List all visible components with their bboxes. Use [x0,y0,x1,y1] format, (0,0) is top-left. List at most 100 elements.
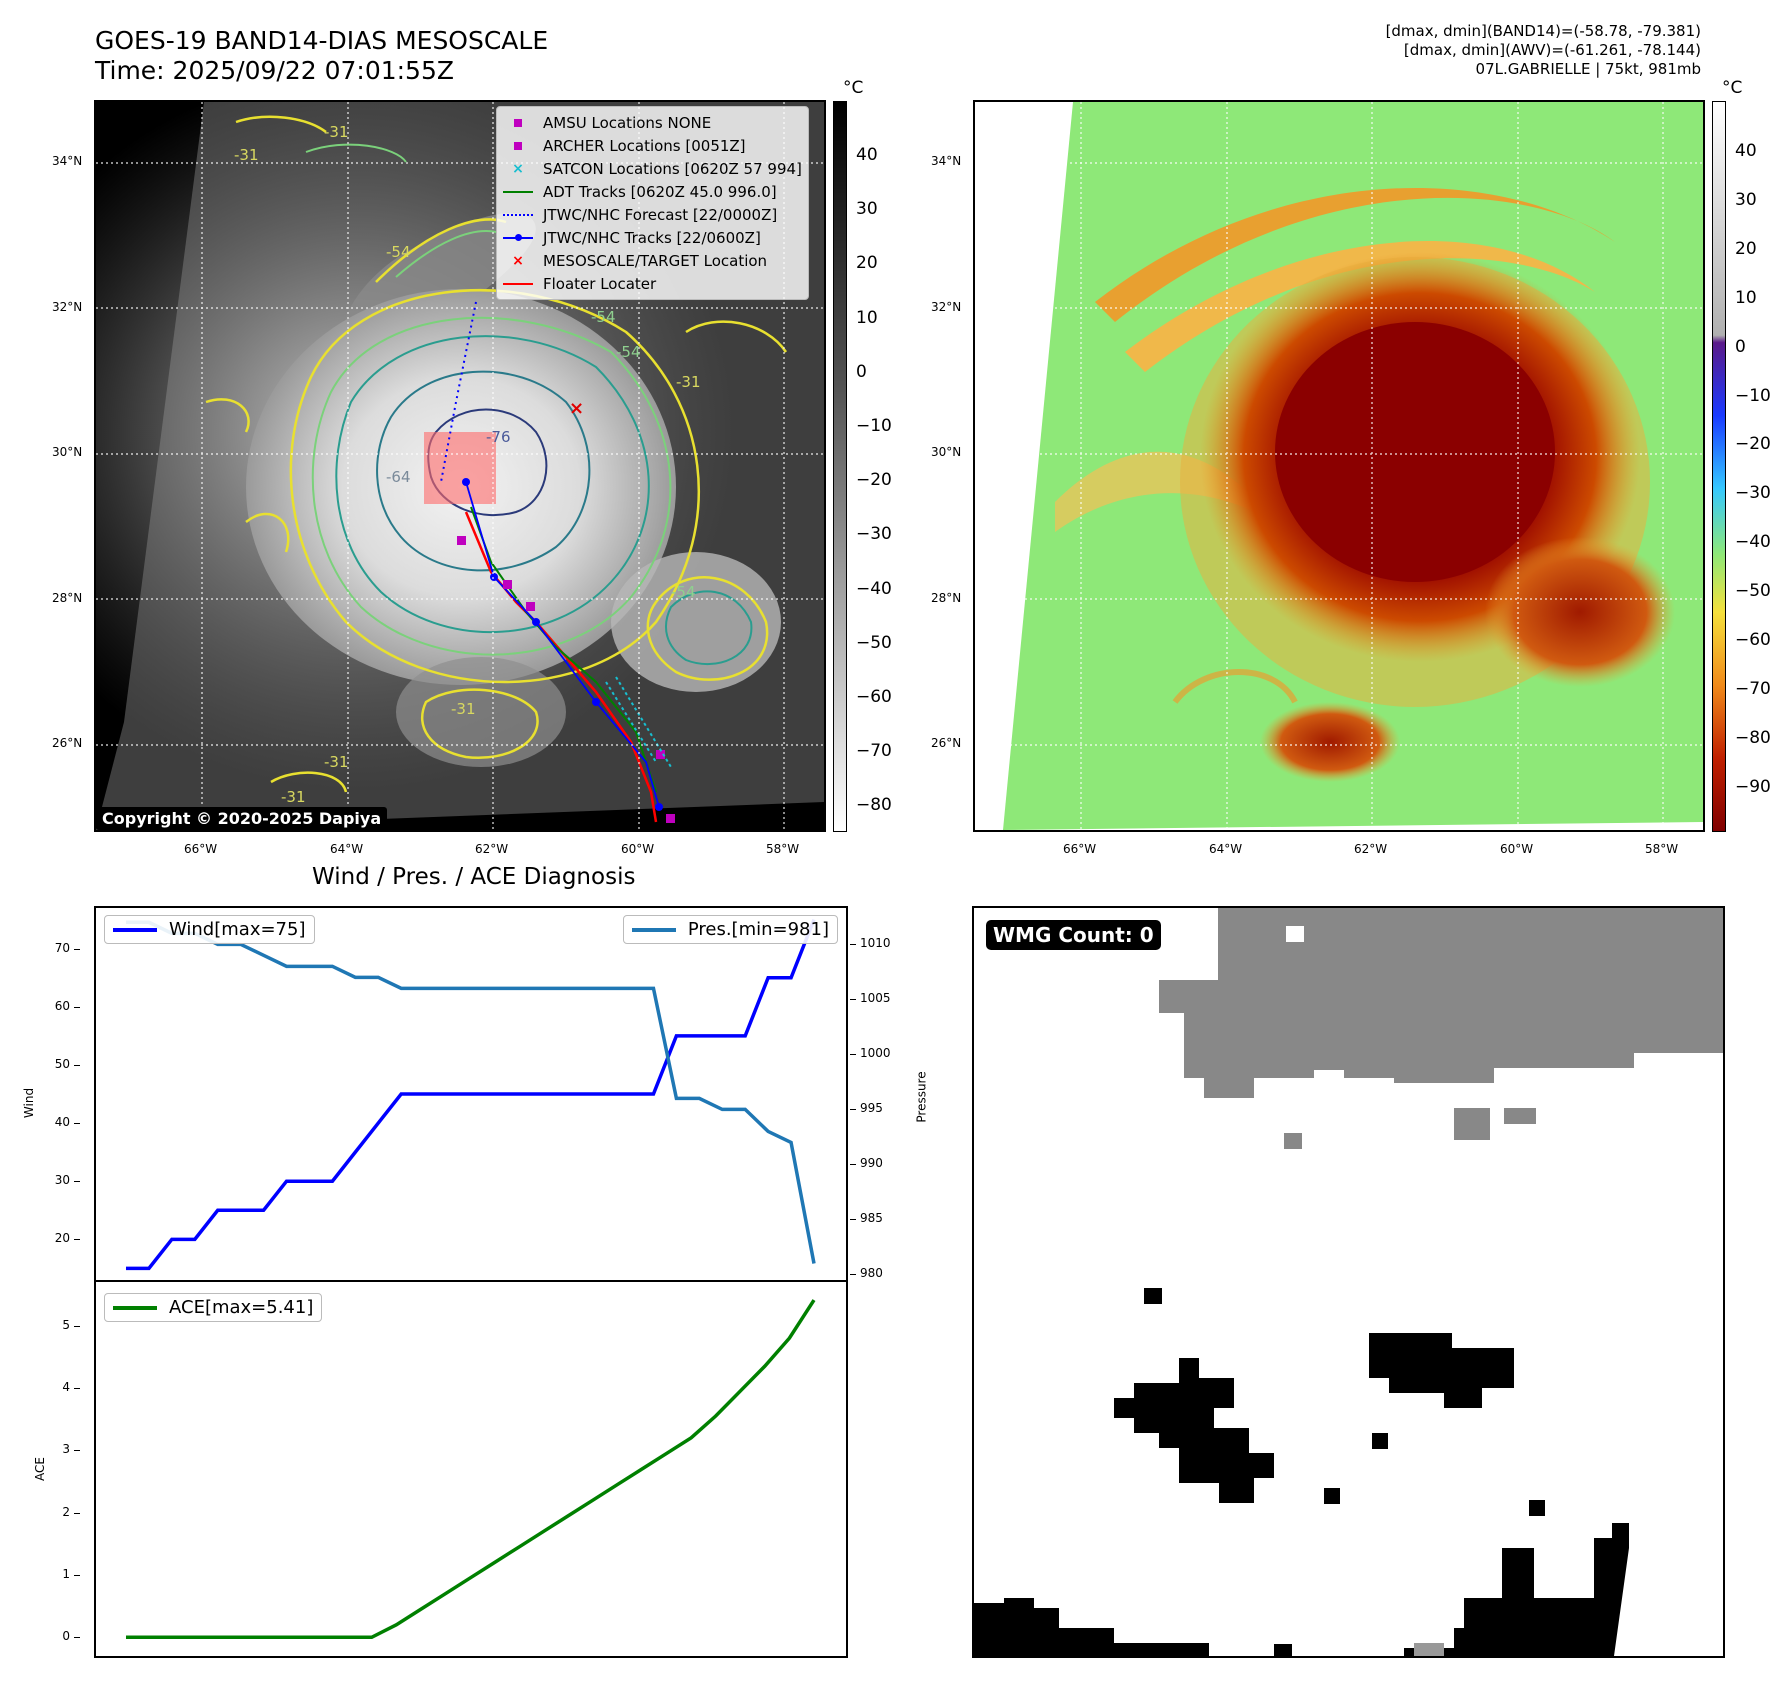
contour-label: -31 [324,123,349,141]
legend-line [113,927,157,932]
title-line-1: GOES-19 BAND14-DIAS MESOSCALE [95,26,549,55]
tick-mark [74,1387,80,1389]
axis-tick-label: 30 [856,199,878,220]
awv-map-graphic [975,102,1703,830]
axis-tick-label: −80 [856,795,892,816]
axis-tick-label: −10 [1735,385,1771,406]
lat-label: 34°N [931,154,962,168]
tick-mark [74,1123,80,1125]
colorbar-left-unit: °C [843,78,864,98]
axis-tick-label: 5 [62,1317,70,1332]
axis-tick-label: 2 [62,1504,70,1519]
lat-label: 32°N [52,300,83,314]
lon-label: 60°W [621,842,655,856]
lat-label: 32°N [931,300,962,314]
axis-tick-label: 985 [860,1211,883,1226]
contour-label: -31 [324,753,349,771]
wind-axis-label: Wind [22,1087,37,1119]
legend-line [113,1305,157,1310]
square-marker-icon [503,116,533,130]
axis-tick-label: 10 [856,307,878,328]
awv-satellite-map [973,100,1705,832]
contour-label: -54 [591,308,616,326]
axis-tick-label: −90 [1735,776,1771,797]
lon-label: 62°W [475,842,509,856]
ace-axis-label: ACE [32,1457,47,1481]
wmg-mask-panel: WMG Count: 0 [972,906,1725,1658]
tick-mark [74,1239,80,1241]
axis-tick-label: 30 [54,1173,70,1188]
colorbar-right [1712,101,1726,832]
pressure-legend: Pres.[min=981] [622,915,838,944]
axis-tick-label: 40 [54,1115,70,1130]
tick-mark [850,999,856,1001]
axis-tick-label: 980 [860,1266,883,1281]
axis-tick-label: 30 [1735,189,1757,210]
tick-mark [74,1181,80,1183]
contour-label: -64 [386,468,411,486]
axis-tick-label: 1000 [860,1046,891,1061]
tick-mark [74,1325,80,1327]
legend-item: Floater Locater [503,272,802,295]
ace-plot: ACE[max=5.41] [94,1280,848,1658]
legend-line [631,927,676,932]
lat-label: 26°N [931,736,962,750]
dotted-line-icon [503,208,533,222]
axis-tick-label: 40 [856,145,878,165]
legend-item: JTWC/NHC Forecast [22/0000Z] [503,203,802,226]
awv-range: [dmax, dmin](AWV)=(-61.261, -78.144) [1403,41,1701,59]
tick-mark [850,1164,856,1166]
axis-tick-label: −40 [856,578,892,599]
wind-pressure-plot: Wind[max=75] Pres.[min=981] [94,906,848,1282]
map-legend: AMSU Locations NONE ARCHER Locations [00… [496,106,809,300]
axis-tick-label: −50 [856,632,892,653]
contour-label: -31 [676,373,701,391]
tick-mark [850,1219,856,1221]
axis-tick-label: −40 [1735,532,1771,553]
axis-tick-label: 1 [62,1566,70,1581]
contour-label: -54 [616,343,641,361]
legend-item: JTWC/NHC Tracks [22/0600Z] [503,226,802,249]
line-dot-icon [503,231,533,245]
axis-tick-label: −50 [1735,581,1771,602]
axis-tick-label: −20 [1735,434,1771,455]
svg-text:×: × [569,398,584,419]
wind-pressure-graphic [125,918,816,1271]
axis-tick-label: 60 [54,998,70,1013]
ace-legend: ACE[max=5.41] [104,1293,323,1322]
axis-tick-label: 990 [860,1156,883,1171]
wmg-mask-graphic [974,908,1723,1656]
axis-tick-label: −60 [856,687,892,707]
axis-tick-label: −70 [856,741,892,762]
copyright-badge: Copyright © 2020-2025 Dapiya [96,807,388,830]
diagnosis-title: Wind / Pres. / ACE Diagnosis [312,864,636,890]
tick-mark [74,1006,80,1008]
storm-info: [dmax, dmin](BAND14)=(-58.78, -79.381) [… [1386,22,1701,79]
ir-satellite-map: × -31 -31 -54 -54 -54 -31 -76 -64 -54 -3… [94,100,826,832]
x-marker-icon: × [512,160,524,177]
lon-label: 64°W [1209,842,1243,856]
contour-label: -76 [486,428,511,446]
axis-tick-label: 0 [62,1629,70,1644]
lat-label: 28°N [931,591,962,605]
axis-tick-label: 20 [1735,238,1757,259]
axis-tick-label: 20 [856,253,878,274]
lon-label: 58°W [766,842,800,856]
colorbar-left [833,101,847,832]
axis-tick-label: 3 [62,1442,70,1457]
axis-tick-label: 0 [856,361,867,382]
legend-item: ARCHER Locations [0051Z] [503,134,802,157]
tick-mark [74,1574,80,1576]
colorbar-right-unit: °C [1722,78,1743,98]
axis-tick-label: −80 [1735,727,1771,748]
lon-label: 60°W [1500,842,1534,856]
tick-mark [850,1274,856,1276]
axis-tick-label: 1010 [860,936,891,951]
axis-tick-label: −60 [1735,630,1771,650]
tick-mark [74,1512,80,1514]
axis-tick-label: 50 [54,1056,70,1071]
figure-title: GOES-19 BAND14-DIAS MESOSCALE Time: 2025… [95,26,548,86]
axis-tick-label: 995 [860,1101,883,1116]
lon-label: 64°W [330,842,364,856]
lat-label: 30°N [931,445,962,459]
